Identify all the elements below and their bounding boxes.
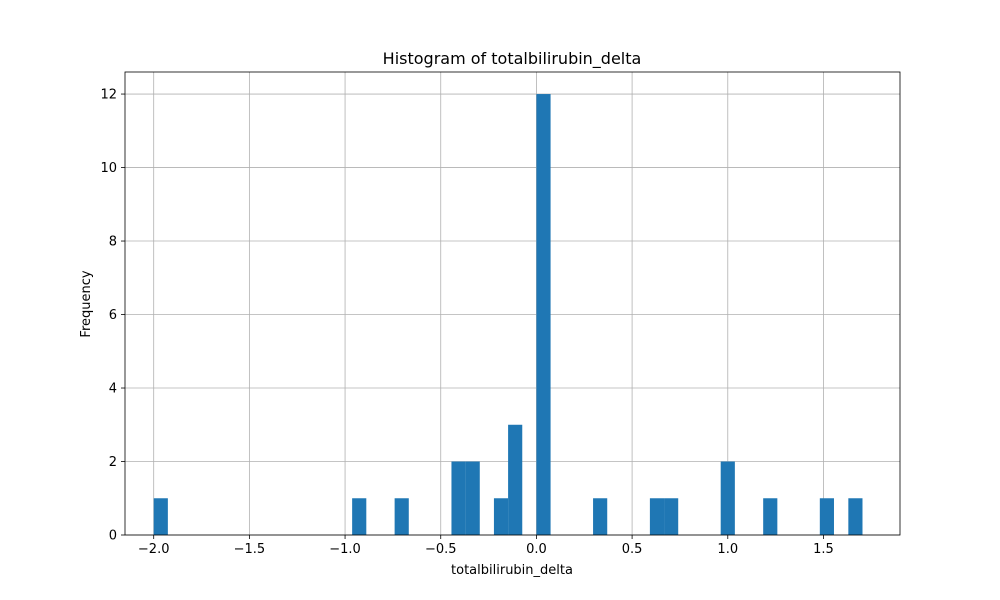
histogram-bar <box>493 498 509 535</box>
ticks-layer: −2.0 −1.5 −1.0 −0.5 0.0 0.5 1.0 1.5 0 2 4 6 8 10 12 <box>100 88 833 557</box>
histogram-bar <box>593 498 608 535</box>
chart-title: Histogram of totalbilirubin_delta <box>383 49 642 69</box>
x-tick-label: −0.5 <box>425 542 457 557</box>
histogram-bar <box>720 461 735 535</box>
histogram-bar <box>508 424 523 535</box>
histogram-bar <box>848 498 863 535</box>
y-axis-label: Frequency <box>79 270 94 337</box>
bars-layer <box>153 94 863 536</box>
y-tick-label: 8 <box>109 235 117 250</box>
histogram-bar <box>394 498 409 535</box>
axes-frame <box>124 71 901 536</box>
x-tick-label: −1.0 <box>329 542 361 557</box>
x-tick-label: −1.5 <box>234 542 266 557</box>
y-tick-label: 6 <box>109 308 117 323</box>
x-axis-label: totalbilirubin_delta <box>451 563 573 578</box>
x-tick-label: 1.5 <box>813 542 834 557</box>
x-tick-label: 1.0 <box>717 542 738 557</box>
histogram-bar <box>763 498 778 535</box>
histogram-bar <box>536 94 551 536</box>
y-tick-label: 0 <box>109 529 117 544</box>
x-tick-label: −2.0 <box>138 542 170 557</box>
y-tick-label: 4 <box>109 382 117 397</box>
y-tick-label: 10 <box>100 161 117 176</box>
y-tick-label: 12 <box>100 88 117 103</box>
histogram-bar <box>819 498 834 535</box>
histogram-bar <box>465 461 480 535</box>
y-tick-label: 2 <box>109 455 117 470</box>
histogram-bar <box>649 498 665 535</box>
x-tick-label: 0.5 <box>622 542 643 557</box>
histogram-bar <box>352 498 367 535</box>
histogram-bar <box>451 461 466 535</box>
x-tick-label: 0.0 <box>526 542 547 557</box>
histogram-bar <box>153 498 168 535</box>
histogram-bar <box>664 498 679 535</box>
